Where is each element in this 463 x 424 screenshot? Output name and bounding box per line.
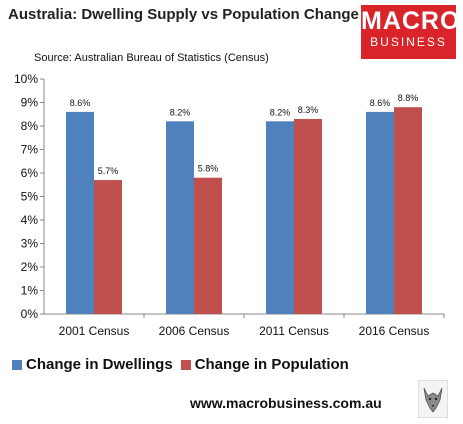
website-link[interactable]: www.macrobusiness.com.au — [190, 395, 382, 411]
data-label: 5.7% — [98, 166, 119, 176]
y-tick-label: 4% — [21, 213, 39, 227]
x-tick-label: 2001 Census — [59, 324, 130, 338]
x-tick-label: 2006 Census — [159, 324, 230, 338]
data-label: 8.2% — [170, 107, 191, 117]
bar-population — [294, 118, 322, 314]
y-tick-label: 7% — [21, 143, 39, 157]
data-label: 5.8% — [198, 164, 219, 174]
bar-population — [94, 180, 122, 314]
macrobusiness-logo: MACRO BUSINESS — [361, 5, 461, 59]
y-tick-label: 5% — [21, 190, 39, 204]
y-tick-label: 3% — [21, 237, 39, 251]
y-tick-label: 8% — [21, 119, 39, 133]
data-label: 8.6% — [70, 98, 91, 108]
bar-dwellings — [166, 121, 194, 314]
logo-line-2: BUSINESS — [370, 35, 447, 49]
legend-item-dwellings: Change in Dwellings — [12, 356, 173, 373]
x-tick-label: 2011 Census — [259, 324, 329, 338]
y-tick-label: 9% — [21, 96, 39, 110]
bar-population — [194, 177, 222, 314]
data-label: 8.2% — [270, 107, 291, 117]
y-tick-label: 0% — [21, 307, 39, 321]
y-tick-label: 6% — [21, 166, 39, 180]
bar-dwellings — [266, 121, 294, 314]
chart-source: Source: Australian Bureau of Statistics … — [34, 52, 269, 64]
wolf-icon — [418, 380, 448, 418]
legend-label-dwellings: Change in Dwellings — [26, 356, 173, 373]
y-tick-label: 1% — [21, 284, 39, 298]
legend-label-population: Change in Population — [194, 356, 349, 373]
y-tick-label: 10% — [14, 72, 38, 86]
y-tick-label: 2% — [21, 260, 39, 274]
bar-dwellings — [366, 111, 394, 315]
bar-population — [394, 107, 422, 314]
data-label: 8.8% — [398, 93, 419, 103]
data-label: 8.3% — [298, 105, 319, 115]
chart-legend: Change in Dwellings Change in Population — [12, 356, 357, 373]
chart-title: Australia: Dwelling Supply vs Population… — [8, 6, 359, 23]
legend-swatch-dwellings — [12, 359, 22, 370]
logo-line-1: MACRO — [361, 7, 461, 35]
data-label: 8.6% — [370, 98, 391, 108]
legend-item-population: Change in Population — [180, 356, 349, 373]
x-tick-label: 2016 Census — [359, 324, 430, 338]
legend-swatch-population — [180, 359, 191, 370]
bar-dwellings — [66, 111, 94, 315]
